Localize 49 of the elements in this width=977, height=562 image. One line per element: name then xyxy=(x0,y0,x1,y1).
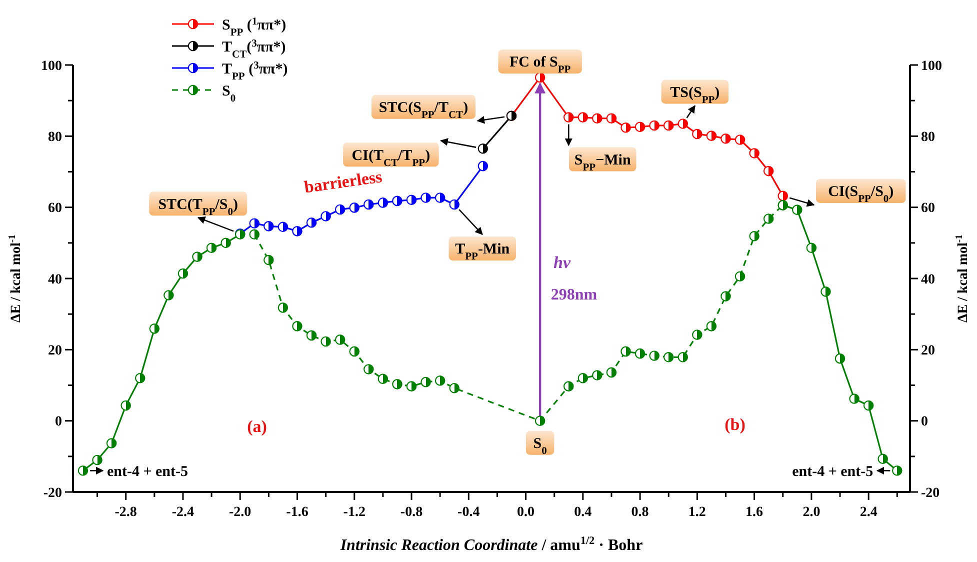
annotation: ent-4 + ent-5 xyxy=(792,464,874,480)
annotation: CI(S$_{PP}$/S$_{0}$) xyxy=(828,184,894,205)
x-tick-label: -0.4 xyxy=(458,505,480,520)
annotation: ent-4 + ent-5 xyxy=(107,464,188,480)
legend-label: S$_{PP}$ ($^{1}$ππ*) xyxy=(222,16,286,38)
y-tick-label: 60 xyxy=(48,201,62,216)
x-tick-label: -2.4 xyxy=(172,505,194,520)
annotation: STC(S$_{PP}$/T$_{CT}$) xyxy=(378,100,468,121)
x-tick-label: 1.2 xyxy=(688,505,706,520)
annotation: TS(S$_{PP}$) xyxy=(670,84,720,106)
x-tick-label: -2.0 xyxy=(229,505,252,520)
annotation: S$_{0}$ xyxy=(533,436,547,457)
annotation: FC of S$_{PP}$ xyxy=(509,54,572,76)
y-tick-label: 100 xyxy=(41,58,62,74)
x-tick-label: 0.8 xyxy=(631,505,649,520)
annotation: (b) xyxy=(724,414,746,434)
annotation: (a) xyxy=(247,416,267,436)
x-tick-label: 0.0 xyxy=(517,505,535,520)
y2-tick-label: -20 xyxy=(921,486,940,501)
x-tick-label: 2.4 xyxy=(860,505,878,520)
x-tick-label: -2.8 xyxy=(114,505,137,520)
y-tick-label: -20 xyxy=(43,486,62,501)
legend-label: T$_{CT}$($^{3}$ππ*) xyxy=(222,38,286,60)
x-tick-label: 2.0 xyxy=(802,505,820,520)
y-tick-label: 20 xyxy=(48,344,62,359)
x-axis-title: Intrinsic Reaction Coordinate / amu$^{1/2}$ · Bohr xyxy=(339,535,643,554)
y2-tick-label: 20 xyxy=(921,344,935,359)
annotation: hv xyxy=(554,252,571,272)
x-tick-label: -1.2 xyxy=(343,505,366,520)
legend-label: S$_{0}$ xyxy=(222,83,236,104)
y2-tick-label: 60 xyxy=(921,201,935,216)
x-tick-label: 1.6 xyxy=(746,505,764,520)
x-tick-label: 0.4 xyxy=(574,505,592,520)
y-tick-label: 40 xyxy=(48,272,62,288)
y2-tick-label: 80 xyxy=(921,130,935,146)
legend-label: T$_{PP}$ ($^{3}$ππ*) xyxy=(222,60,288,82)
y2-tick-label: 100 xyxy=(921,58,942,74)
x-tick-label: -1.6 xyxy=(286,505,308,520)
y-tick-label: 0 xyxy=(55,414,62,430)
y2-tick-label: 40 xyxy=(921,272,935,288)
annotation: barrierless xyxy=(303,167,384,197)
annotation: STC(T$_{PP}$/S$_{0}$) xyxy=(158,196,238,218)
y2-tick-label: 0 xyxy=(921,414,928,430)
x-tick-label: -0.8 xyxy=(400,505,423,520)
annotation: 298nm xyxy=(550,286,598,304)
annotation: CI(T$_{CT}$/T$_{PP}$) xyxy=(352,148,430,168)
y-tick-label: 80 xyxy=(48,130,62,146)
annotation: T$_{PP}$-Min xyxy=(455,242,510,262)
annotation: S$_{PP}$−Min xyxy=(574,152,632,174)
